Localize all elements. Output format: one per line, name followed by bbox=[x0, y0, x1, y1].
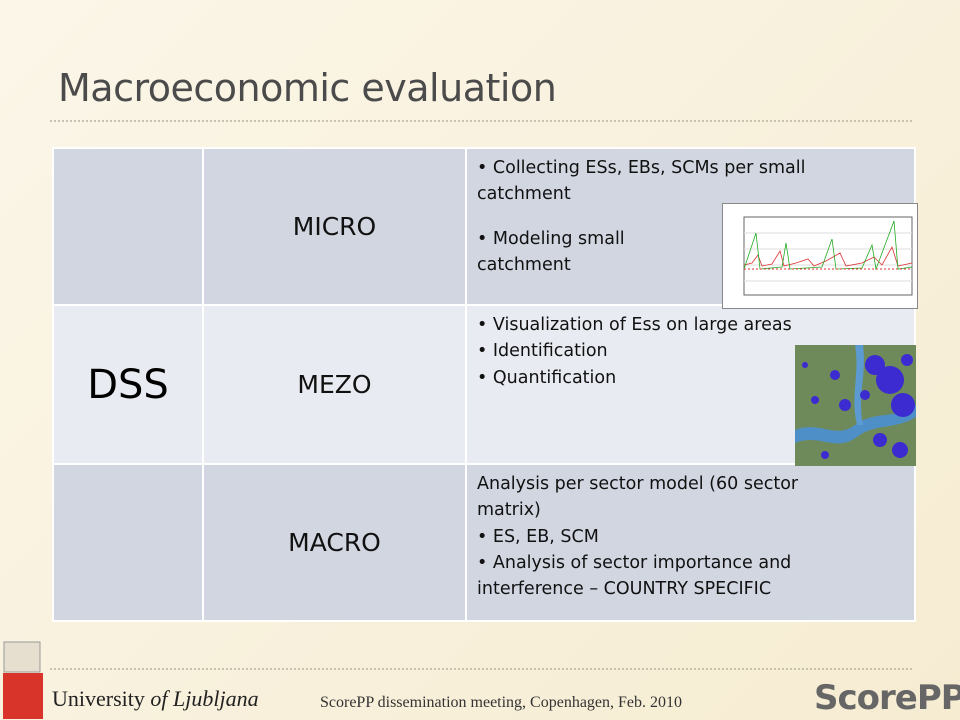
divider bbox=[50, 120, 912, 122]
bullet-list: Visualization of Ess on large areas Iden… bbox=[477, 312, 904, 391]
cell bbox=[52, 147, 204, 306]
map-thumbnail bbox=[795, 345, 916, 466]
content-cell: Analysis per sector model (60 sector mat… bbox=[465, 463, 916, 622]
level: MICRO bbox=[292, 212, 377, 241]
bullet: Quantification bbox=[477, 365, 904, 391]
level: MACRO bbox=[288, 528, 381, 557]
level-cell: MACRO bbox=[202, 463, 467, 622]
university-city: of Ljubljana bbox=[150, 686, 259, 711]
footer-event: ScorePP dissemination meeting, Copenhage… bbox=[320, 694, 683, 711]
level-cell: MICRO bbox=[202, 147, 467, 306]
bullet: Analysis of sector importance and interf… bbox=[477, 550, 857, 603]
university-logo bbox=[3, 641, 43, 719]
scorepp-logo: ScorePP bbox=[814, 678, 960, 718]
bullet: Modeling small catchment bbox=[477, 226, 677, 279]
chart-thumbnail bbox=[722, 203, 918, 309]
bullet: Identification bbox=[477, 338, 904, 364]
university: University bbox=[52, 686, 145, 711]
bullet: Visualization of Ess on large areas bbox=[477, 312, 904, 338]
merged-label: DSS bbox=[87, 361, 169, 408]
university-name: University of Ljubljana bbox=[52, 686, 259, 712]
bullet-list: Collecting ESs, EBs, SCMs per small catc… bbox=[477, 155, 904, 278]
level-cell: MEZO bbox=[202, 304, 467, 465]
level: MEZO bbox=[297, 370, 372, 399]
cell bbox=[52, 463, 204, 622]
bullet: ES, EB, SCM bbox=[477, 524, 904, 550]
merged-label-cell: DSS bbox=[52, 304, 204, 465]
intro-text: Analysis per sector model (60 sector mat… bbox=[477, 474, 799, 521]
slide-title: Macroeconomic evaluation bbox=[58, 66, 557, 110]
divider bbox=[50, 668, 912, 670]
bullet: Collecting ESs, EBs, SCMs per small catc… bbox=[477, 155, 837, 208]
bullet-list: ES, EB, SCM Analysis of sector importanc… bbox=[477, 524, 904, 603]
